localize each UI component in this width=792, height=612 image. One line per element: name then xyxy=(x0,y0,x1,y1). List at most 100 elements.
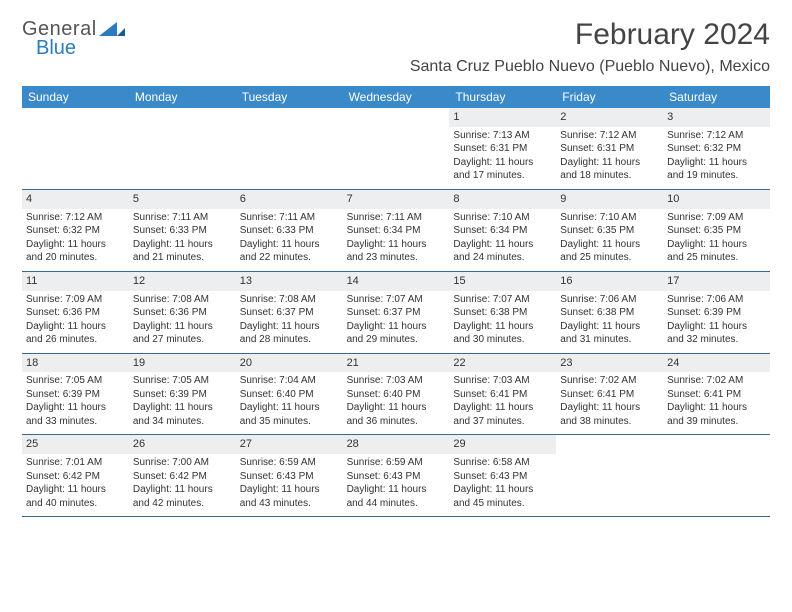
sunset-text: Sunset: 6:40 PM xyxy=(347,388,446,402)
day-info: Sunrise: 7:05 AMSunset: 6:39 PMDaylight:… xyxy=(22,372,129,434)
sunset-text: Sunset: 6:43 PM xyxy=(240,470,339,484)
daylight2-text: and 36 minutes. xyxy=(347,415,446,429)
daylight2-text: and 44 minutes. xyxy=(347,497,446,511)
daylight2-text: and 34 minutes. xyxy=(133,415,232,429)
day-number: 8 xyxy=(449,190,556,209)
sunrise-text: Sunrise: 7:12 AM xyxy=(26,211,125,225)
day-number: 12 xyxy=(129,272,236,291)
day-info: Sunrise: 7:01 AMSunset: 6:42 PMDaylight:… xyxy=(22,454,129,516)
day-cell xyxy=(22,108,129,189)
day-cell xyxy=(129,108,236,189)
location-text: Santa Cruz Pueblo Nuevo (Pueblo Nuevo), … xyxy=(410,58,770,76)
sunrise-text: Sunrise: 7:08 AM xyxy=(133,293,232,307)
week-row: 25Sunrise: 7:01 AMSunset: 6:42 PMDayligh… xyxy=(22,435,770,517)
day-info: Sunrise: 7:07 AMSunset: 6:38 PMDaylight:… xyxy=(449,291,556,353)
day-number: 7 xyxy=(343,190,450,209)
day-cell: 6Sunrise: 7:11 AMSunset: 6:33 PMDaylight… xyxy=(236,190,343,271)
day-info: Sunrise: 7:03 AMSunset: 6:41 PMDaylight:… xyxy=(449,372,556,434)
day-cell: 17Sunrise: 7:06 AMSunset: 6:39 PMDayligh… xyxy=(663,272,770,353)
sunset-text: Sunset: 6:34 PM xyxy=(347,224,446,238)
daylight2-text: and 40 minutes. xyxy=(26,497,125,511)
week-row: 1Sunrise: 7:13 AMSunset: 6:31 PMDaylight… xyxy=(22,108,770,190)
sunrise-text: Sunrise: 7:10 AM xyxy=(560,211,659,225)
day-info: Sunrise: 7:08 AMSunset: 6:37 PMDaylight:… xyxy=(236,291,343,353)
day-number: 24 xyxy=(663,354,770,373)
daylight2-text: and 26 minutes. xyxy=(26,333,125,347)
sunset-text: Sunset: 6:38 PM xyxy=(453,306,552,320)
daylight2-text: and 25 minutes. xyxy=(667,251,766,265)
day-number: 23 xyxy=(556,354,663,373)
day-cell: 15Sunrise: 7:07 AMSunset: 6:38 PMDayligh… xyxy=(449,272,556,353)
sunset-text: Sunset: 6:43 PM xyxy=(453,470,552,484)
sunset-text: Sunset: 6:32 PM xyxy=(667,142,766,156)
daylight1-text: Daylight: 11 hours xyxy=(667,320,766,334)
brand-text-block: General Blue xyxy=(22,18,125,60)
daylight2-text: and 28 minutes. xyxy=(240,333,339,347)
sunset-text: Sunset: 6:33 PM xyxy=(240,224,339,238)
day-cell: 28Sunrise: 6:59 AMSunset: 6:43 PMDayligh… xyxy=(343,435,450,516)
weeks-container: 1Sunrise: 7:13 AMSunset: 6:31 PMDaylight… xyxy=(22,108,770,517)
daylight2-text: and 17 minutes. xyxy=(453,169,552,183)
day-number: 27 xyxy=(236,435,343,454)
day-info: Sunrise: 6:58 AMSunset: 6:43 PMDaylight:… xyxy=(449,454,556,516)
day-cell xyxy=(343,108,450,189)
day-number: 18 xyxy=(22,354,129,373)
daylight1-text: Daylight: 11 hours xyxy=(560,320,659,334)
month-title: February 2024 xyxy=(410,18,770,52)
day-number: 26 xyxy=(129,435,236,454)
day-info: Sunrise: 7:02 AMSunset: 6:41 PMDaylight:… xyxy=(556,372,663,434)
sunrise-text: Sunrise: 7:04 AM xyxy=(240,374,339,388)
sunset-text: Sunset: 6:42 PM xyxy=(26,470,125,484)
day-header-cell: Tuesday xyxy=(236,86,343,108)
sunrise-text: Sunrise: 7:07 AM xyxy=(347,293,446,307)
day-cell: 11Sunrise: 7:09 AMSunset: 6:36 PMDayligh… xyxy=(22,272,129,353)
day-header-row: Sunday Monday Tuesday Wednesday Thursday… xyxy=(22,86,770,108)
sunset-text: Sunset: 6:36 PM xyxy=(26,306,125,320)
week-row: 4Sunrise: 7:12 AMSunset: 6:32 PMDaylight… xyxy=(22,190,770,272)
day-info: Sunrise: 7:03 AMSunset: 6:40 PMDaylight:… xyxy=(343,372,450,434)
sunset-text: Sunset: 6:39 PM xyxy=(667,306,766,320)
sunset-text: Sunset: 6:39 PM xyxy=(133,388,232,402)
week-row: 11Sunrise: 7:09 AMSunset: 6:36 PMDayligh… xyxy=(22,272,770,354)
sunrise-text: Sunrise: 7:11 AM xyxy=(240,211,339,225)
day-number: 11 xyxy=(22,272,129,291)
daylight1-text: Daylight: 11 hours xyxy=(453,483,552,497)
day-info: Sunrise: 7:12 AMSunset: 6:32 PMDaylight:… xyxy=(663,127,770,189)
day-cell: 10Sunrise: 7:09 AMSunset: 6:35 PMDayligh… xyxy=(663,190,770,271)
day-cell: 22Sunrise: 7:03 AMSunset: 6:41 PMDayligh… xyxy=(449,354,556,435)
sunset-text: Sunset: 6:31 PM xyxy=(453,142,552,156)
daylight1-text: Daylight: 11 hours xyxy=(133,483,232,497)
sunset-text: Sunset: 6:41 PM xyxy=(560,388,659,402)
sunset-text: Sunset: 6:31 PM xyxy=(560,142,659,156)
sunrise-text: Sunrise: 7:08 AM xyxy=(240,293,339,307)
week-row: 18Sunrise: 7:05 AMSunset: 6:39 PMDayligh… xyxy=(22,354,770,436)
sunset-text: Sunset: 6:41 PM xyxy=(667,388,766,402)
logo-triangle-icon xyxy=(99,20,125,41)
day-info: Sunrise: 7:08 AMSunset: 6:36 PMDaylight:… xyxy=(129,291,236,353)
daylight2-text: and 21 minutes. xyxy=(133,251,232,265)
day-info: Sunrise: 7:00 AMSunset: 6:42 PMDaylight:… xyxy=(129,454,236,516)
daylight2-text: and 31 minutes. xyxy=(560,333,659,347)
sunrise-text: Sunrise: 7:03 AM xyxy=(453,374,552,388)
day-number: 16 xyxy=(556,272,663,291)
daylight2-text: and 19 minutes. xyxy=(667,169,766,183)
daylight2-text: and 45 minutes. xyxy=(453,497,552,511)
daylight1-text: Daylight: 11 hours xyxy=(240,320,339,334)
day-info: Sunrise: 7:10 AMSunset: 6:35 PMDaylight:… xyxy=(556,209,663,271)
day-header-cell: Sunday xyxy=(22,86,129,108)
sunrise-text: Sunrise: 7:01 AM xyxy=(26,456,125,470)
day-info xyxy=(22,112,129,120)
day-number: 22 xyxy=(449,354,556,373)
day-number: 29 xyxy=(449,435,556,454)
day-cell: 3Sunrise: 7:12 AMSunset: 6:32 PMDaylight… xyxy=(663,108,770,189)
day-cell: 2Sunrise: 7:12 AMSunset: 6:31 PMDaylight… xyxy=(556,108,663,189)
day-number: 25 xyxy=(22,435,129,454)
day-number: 17 xyxy=(663,272,770,291)
daylight2-text: and 24 minutes. xyxy=(453,251,552,265)
sunrise-text: Sunrise: 7:12 AM xyxy=(560,129,659,143)
day-info: Sunrise: 6:59 AMSunset: 6:43 PMDaylight:… xyxy=(343,454,450,516)
sunset-text: Sunset: 6:40 PM xyxy=(240,388,339,402)
day-info: Sunrise: 6:59 AMSunset: 6:43 PMDaylight:… xyxy=(236,454,343,516)
header: General Blue February 2024 Santa Cruz Pu… xyxy=(22,18,770,76)
day-cell: 5Sunrise: 7:11 AMSunset: 6:33 PMDaylight… xyxy=(129,190,236,271)
